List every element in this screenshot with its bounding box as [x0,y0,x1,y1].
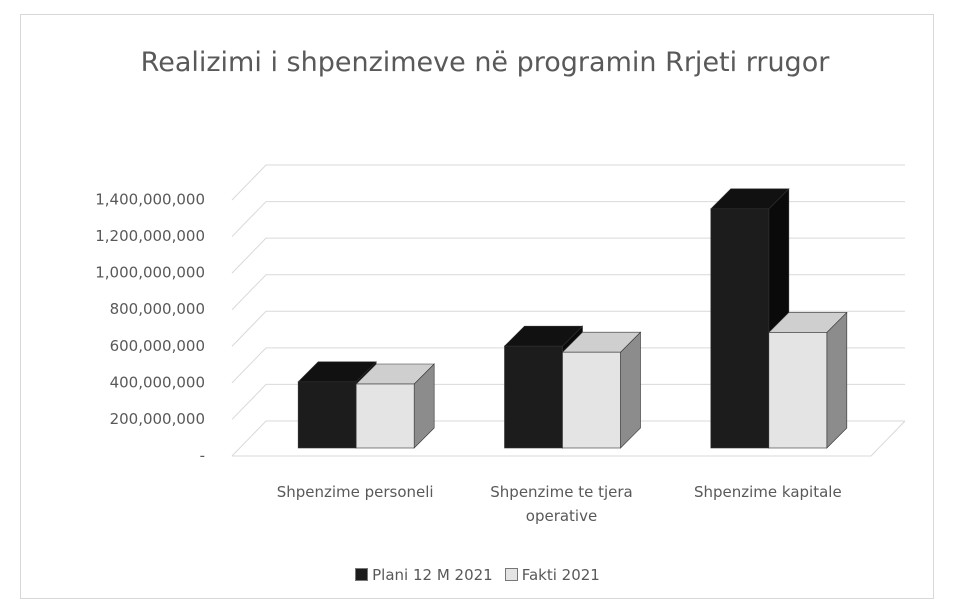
grid-line [231,274,905,311]
legend-label: Fakti 2021 [521,566,600,584]
grid-line [231,164,905,201]
y-tick-label: 400,000,000 [110,373,205,391]
chart-title: Realizimi i shpenzimeve në programin Rrj… [140,47,830,78]
y-tick-label: 1,000,000,000 [95,264,205,282]
bar [297,381,357,449]
y-tick-label: - [200,447,205,465]
y-tick-label: 200,000,000 [110,410,205,428]
bar [504,345,563,449]
y-tick-label: 800,000,000 [110,300,205,318]
x-tick-label: Shpenzime te tjera operative [490,483,633,525]
x-tick-label: Shpenzime kapitale [693,483,842,501]
chart-frame [20,14,934,599]
legend-swatch [355,568,369,581]
legend-label: Plani 12 M 2021 [372,566,493,584]
grid-line [231,420,905,457]
x-tick-label: Shpenzime personeli [276,483,434,501]
bar [355,383,415,449]
y-tick-label: 600,000,000 [110,337,205,355]
bar [768,332,828,449]
legend-item: Plani 12 M 2021 [355,566,493,584]
grid-line [231,201,905,237]
floor [232,420,906,457]
legend: Plani 12 M 2021 Fakti 2021 [0,566,955,584]
grid-line [231,237,905,274]
grid-line [231,310,905,347]
bar [710,208,770,449]
grid-line [231,383,905,420]
bar [562,351,621,449]
legend-swatch [504,568,518,581]
y-tick-label: 1,400,000,000 [95,191,205,209]
bar-side [826,311,848,449]
y-tick-label: 1,200,000,000 [95,227,205,245]
grid-line [231,347,905,384]
legend-item: Fakti 2021 [504,566,600,584]
